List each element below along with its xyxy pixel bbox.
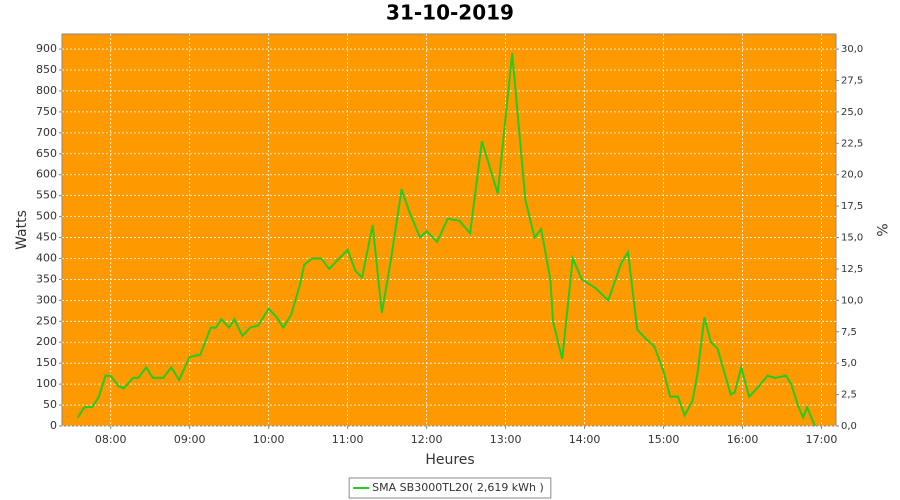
x-tick-label: 08:00: [95, 433, 127, 446]
x-tick-label: 17:00: [806, 433, 838, 446]
plot-area: [61, 33, 837, 427]
y2-tick-label: 7,5: [841, 327, 857, 338]
y2-tick-label: 17,5: [841, 201, 863, 212]
y2-tick-label: 25,0: [841, 107, 863, 118]
chart-title: 31-10-2019: [386, 1, 514, 25]
y-tick-label: 0: [50, 419, 57, 432]
y-tick-label: 550: [36, 189, 57, 202]
y2-tick-label: 10,0: [841, 295, 863, 306]
x-tick-label: 11:00: [332, 433, 364, 446]
y2-tick-label: 12,5: [841, 264, 863, 275]
y-tick-label: 150: [36, 356, 57, 369]
x-tick-label: 09:00: [174, 433, 206, 446]
legend-box: [348, 477, 552, 499]
y-tick-label: 400: [36, 251, 57, 264]
y2-tick-label: 20,0: [841, 170, 863, 181]
x-tick-label: 16:00: [727, 433, 759, 446]
y-tick-label: 450: [36, 231, 57, 244]
series-line: [76, 53, 816, 427]
y-tick-label: 50: [43, 398, 57, 411]
x-axis-label: Heures: [425, 452, 474, 468]
y2-tick-label: 30,0: [841, 44, 863, 55]
y-tick-label: 800: [36, 84, 57, 97]
x-tick-label: 10:00: [253, 433, 285, 446]
y-tick-label: 700: [36, 126, 57, 139]
x-tick-label: 15:00: [648, 433, 680, 446]
y-tick-label: 100: [36, 377, 57, 390]
y-tick-label: 350: [36, 272, 57, 285]
y2-tick-label: 0,0: [841, 421, 857, 432]
y2-tick-label: 2,5: [841, 390, 857, 401]
y-tick-label: 500: [36, 210, 57, 223]
x-tick-label: 13:00: [490, 433, 522, 446]
x-tick-label: 14:00: [569, 433, 601, 446]
y-tick-label: 750: [36, 105, 57, 118]
y2-tick-label: 22,5: [841, 138, 863, 149]
y-tick-label: 900: [36, 42, 57, 55]
y-tick-label: 650: [36, 147, 57, 160]
y2-tick-label: 27,5: [841, 75, 863, 86]
y-tick-label: 850: [36, 63, 57, 76]
y-tick-label: 300: [36, 293, 57, 306]
legend-label: SMA SB3000TL20( 2,619 kWh ): [372, 481, 544, 494]
y-tick-label: 200: [36, 335, 57, 348]
y2-tick-label: 15,0: [841, 233, 863, 244]
x-tick-label: 12:00: [411, 433, 443, 446]
y-axis-label: Watts: [14, 210, 30, 250]
y2-tick-label: 5,0: [841, 358, 857, 369]
y-tick-label: 250: [36, 314, 57, 327]
y2-axis-label: %: [873, 223, 889, 236]
y-tick-label: 600: [36, 168, 57, 181]
